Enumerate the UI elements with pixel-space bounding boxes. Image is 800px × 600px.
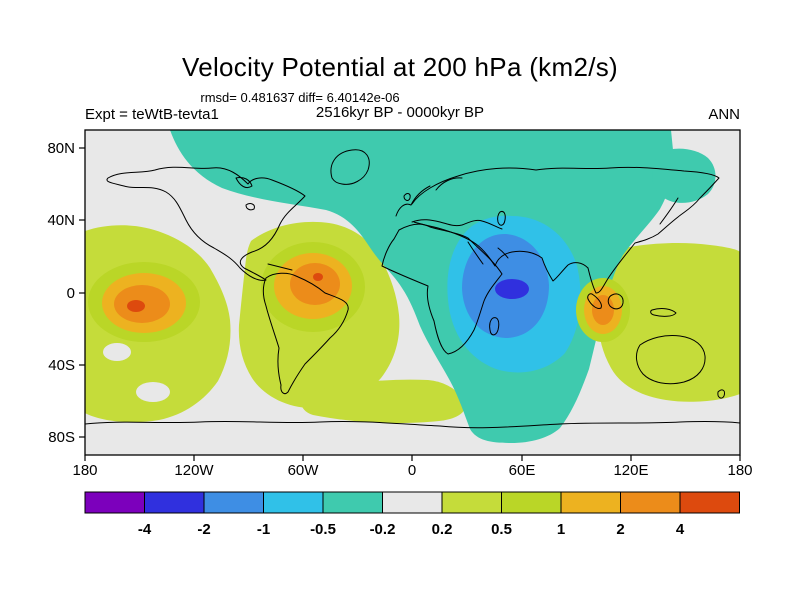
coastline-new-guinea: [650, 308, 677, 317]
contour-region-negative-core: [495, 279, 529, 299]
coastline-hudson-bay: [235, 177, 253, 189]
coastline-new-zealand: [717, 389, 725, 399]
lat-tick-label: 40N: [47, 212, 75, 229]
coastline-red-sea: [467, 241, 484, 265]
coastline-europe: [395, 185, 431, 217]
lon-tick-label: 120E: [613, 462, 648, 479]
colorbar-box: [263, 491, 324, 514]
coastline-australia: [635, 335, 706, 385]
contour-region-pacific-max-core: [127, 300, 145, 312]
axis-ticks: [79, 147, 741, 461]
comparison-line: 2516kyr BP - 0000kyr BP: [315, 104, 485, 121]
lon-tick-label: 60E: [509, 462, 536, 479]
coastlines: [85, 149, 740, 429]
coastline-caspian-sea: [497, 211, 506, 226]
coastline-british-isles: [403, 193, 411, 201]
coastline-great-lakes: [245, 203, 255, 211]
contour-region-samerica-max-ring3: [290, 263, 340, 305]
lon-tick-label: 120W: [174, 462, 214, 479]
contour-region-positive-south-atlantic-band: [300, 379, 466, 423]
coastline-south-asia-arabia: [413, 221, 589, 282]
coastline-antarctica: [85, 420, 740, 429]
season-label: ANN: [708, 106, 740, 123]
stats-line: rmsd= 0.481637 diff= 6.40142e-06: [200, 90, 400, 105]
colorbar-box: [84, 491, 145, 514]
coastline-africa: [381, 223, 503, 355]
colorbar-box: [382, 491, 443, 514]
lat-axis-labels: 80N 40N 0 40S 80S: [47, 140, 75, 446]
lat-tick-label: 40S: [48, 357, 75, 374]
coastline-scandinavia: [435, 177, 463, 191]
colorbar-labels: -4 -2 -1 -0.5 -0.2 0.2 0.5 1 2 4: [138, 521, 685, 538]
coastline-greenland: [330, 149, 370, 185]
colorbar-box: [679, 491, 740, 514]
plot-title: Velocity Potential at 200 hPa (km2/s): [182, 52, 618, 82]
lon-tick-label: 0: [408, 462, 416, 479]
lon-tick-label: 180: [727, 462, 752, 479]
colorbar-box: [203, 491, 264, 514]
colorbar-label: 1: [557, 521, 565, 538]
colorbar-label: -4: [138, 521, 152, 538]
coastline-north-america: [106, 166, 306, 281]
experiment-label: Expt = teWtB-tevta1: [85, 106, 219, 123]
contour-region-negative-bering-patch: [652, 148, 716, 203]
lon-axis-labels: 180 120W 60W 0 60E 120E 180: [72, 462, 752, 479]
contour-region-samerica-max-core: [313, 273, 323, 281]
coastline-japan: [659, 197, 679, 225]
contour-region-maritime-max-ring3: [592, 295, 614, 325]
lat-tick-label: 0: [67, 285, 75, 302]
contour-field: [85, 130, 740, 455]
lon-tick-label: 180: [72, 462, 97, 479]
colorbar-label: 0.2: [432, 521, 453, 538]
colorbar-box: [144, 491, 205, 514]
coastline-caribbean: [267, 263, 293, 271]
coastline-madagascar: [489, 317, 500, 336]
colorbar-box: [322, 491, 383, 514]
colorbar-label: 4: [676, 521, 685, 538]
contour-hole-neutral-2: [136, 382, 170, 402]
lat-tick-label: 80N: [47, 140, 75, 157]
coastline-south-america: [262, 272, 349, 395]
colorbar-box: [620, 491, 681, 514]
colorbar-label: -0.5: [310, 521, 336, 538]
colorbar-label: -1: [257, 521, 270, 538]
colorbar-label: -0.2: [370, 521, 396, 538]
colorbar-label: 2: [616, 521, 624, 538]
coastline-persian-gulf: [497, 247, 509, 259]
colorbar-box: [501, 491, 562, 514]
colorbar-box: [560, 491, 621, 514]
colorbar-label: -2: [197, 521, 210, 538]
lat-tick-label: 80S: [48, 429, 75, 446]
coastline-eurasia-arctic-east: [411, 166, 720, 294]
colorbar: [84, 491, 740, 514]
contour-hole-neutral-1: [103, 343, 131, 361]
coastline-sumatra: [587, 293, 602, 309]
colorbar-box: [441, 491, 502, 514]
coastline-borneo: [607, 293, 624, 310]
coastline-mediterranean: [411, 219, 503, 230]
lon-tick-label: 60W: [288, 462, 320, 479]
colorbar-label: 0.5: [491, 521, 512, 538]
